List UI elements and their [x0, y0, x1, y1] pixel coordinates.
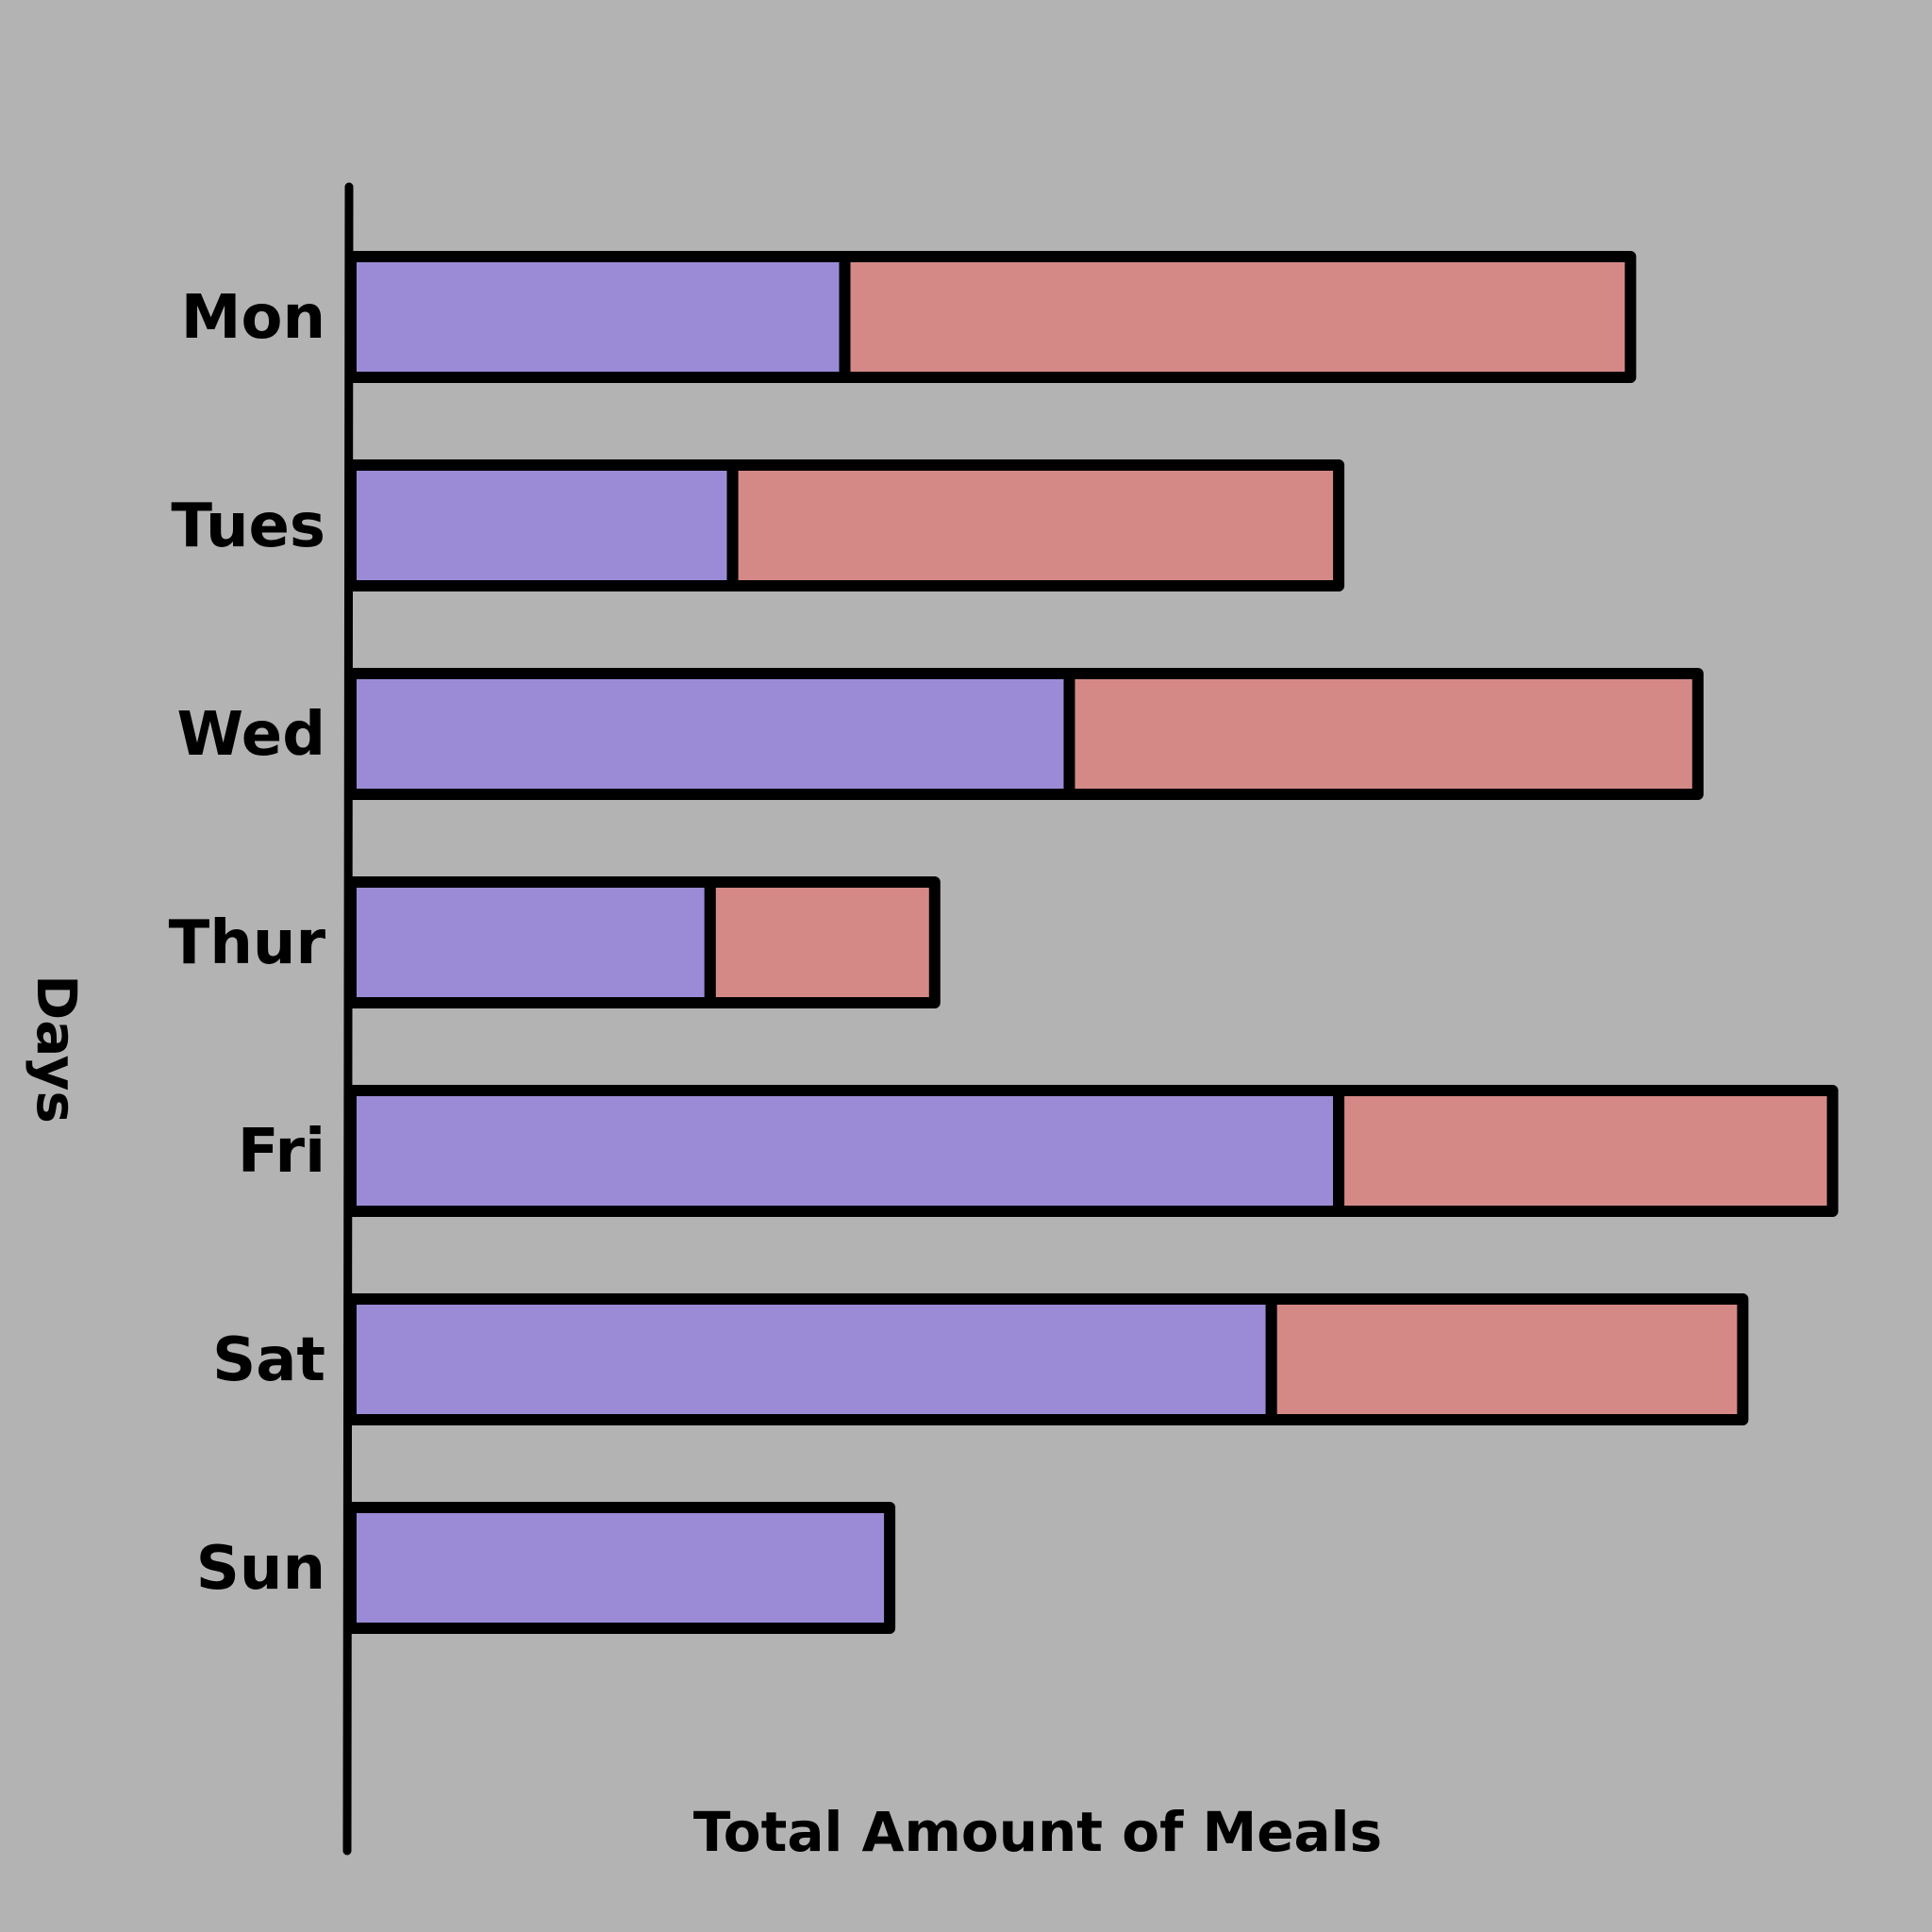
bar-tues-segment-2 [726, 459, 1345, 591]
bar-sat-segment-1 [345, 1293, 1277, 1425]
category-label-wed: Wed [176, 700, 325, 770]
category-label-fri: Fri [238, 1117, 325, 1187]
category-label-thur: Thur [169, 908, 326, 978]
bar-sat-segment-2 [1265, 1293, 1749, 1425]
bar-mon-segment-2 [839, 251, 1637, 383]
y-axis-title: Days [25, 974, 89, 1124]
category-label-tues: Tues [171, 491, 325, 561]
category-label-mon: Mon [181, 283, 325, 353]
bars-layer [345, 251, 1839, 1634]
bar-tues-segment-1 [345, 459, 739, 591]
bar-sun-segment-1 [345, 1502, 896, 1634]
bar-fri-segment-2 [1333, 1085, 1839, 1217]
bar-thur-segment-2 [704, 876, 941, 1008]
category-label-sat: Sat [212, 1325, 325, 1395]
y-axis-line [342, 182, 354, 1856]
bar-mon-segment-1 [345, 251, 851, 383]
bar-wed-segment-1 [345, 668, 1075, 800]
bar-wed-segment-2 [1063, 668, 1704, 800]
x-axis-title: Total Amount of Meals [693, 1800, 1382, 1864]
bar-thur-segment-1 [345, 876, 716, 1008]
bar-fri-segment-1 [345, 1085, 1345, 1217]
category-label-sun: Sun [196, 1534, 325, 1604]
category-labels: Mon Tues Wed Thur Fri Sat Sun [169, 283, 326, 1604]
